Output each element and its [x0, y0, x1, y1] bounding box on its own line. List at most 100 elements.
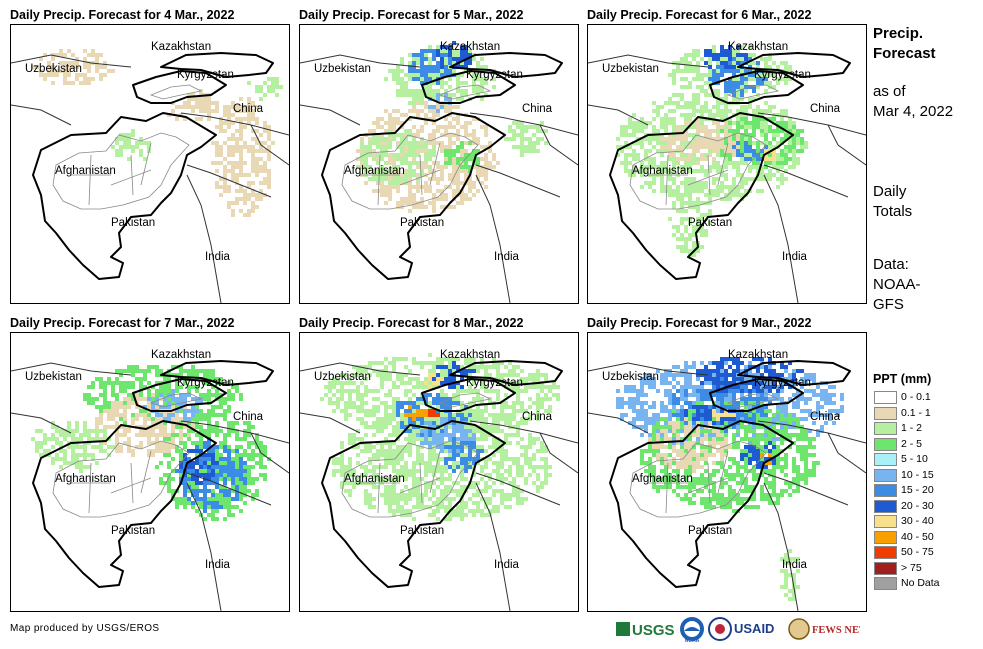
usaid-logo: USAID [708, 614, 788, 644]
map-label-kyrgyzstan: Kyrgyzstan [177, 69, 234, 81]
map-label-kazakhstan: Kazakhstan [728, 349, 789, 361]
map-label-kyrgyzstan: Kyrgyzstan [466, 377, 523, 389]
map-label-pakistan: Pakistan [400, 525, 445, 537]
panel-title: Daily Precip. Forecast for 8 Mar., 2022 [299, 316, 524, 330]
province-boundaries [341, 440, 479, 518]
panel-title: Daily Precip. Forecast for 4 Mar., 2022 [10, 8, 235, 22]
map-label-china: China [810, 411, 841, 423]
data-line3: GFS [873, 296, 904, 313]
map-label-india: India [205, 559, 230, 571]
province-boundaries [438, 392, 492, 408]
legend-swatch [874, 561, 897, 575]
map-label-uzbekistan: Uzbekistan [602, 371, 659, 383]
legend-swatch [874, 546, 897, 559]
region-border [737, 52, 851, 78]
map-credit: Map produced by USGS/EROS [10, 623, 160, 634]
legend-swatch [874, 530, 897, 544]
legend-swatch [874, 499, 897, 513]
province-boundaries [52, 440, 190, 518]
legend-label: 20 - 30 [901, 499, 934, 512]
legend-swatch [874, 577, 897, 590]
region-border [160, 360, 274, 386]
region-border [321, 112, 506, 280]
panel-title: Daily Precip. Forecast for 9 Mar., 2022 [587, 316, 812, 330]
region-border [421, 70, 516, 104]
map-label-china: China [233, 411, 264, 423]
totals-line2: Totals [873, 203, 913, 220]
legend-label: 5 - 10 [901, 453, 928, 465]
precip-map [588, 45, 866, 303]
region-border [421, 378, 516, 412]
region-border [709, 378, 804, 412]
legend-label: 0 - 0.1 [901, 391, 931, 403]
data-line2: NOAA- [873, 276, 921, 293]
map-label-afghanistan: Afghanistan [632, 473, 693, 485]
panel-title: Daily Precip. Forecast for 6 Mar., 2022 [587, 8, 812, 22]
map-label-uzbekistan: Uzbekistan [25, 63, 82, 75]
region-border [737, 360, 851, 386]
sidebar-data-source: Data: NOAA- GFS [873, 255, 921, 315]
province-boundaries [726, 84, 780, 100]
map-panel-2: Kazakhstan Uzbekistan Kyrgyzstan China Afgha… [299, 24, 579, 304]
map-label-india: India [205, 251, 230, 263]
province-boundaries [149, 392, 203, 408]
totals-line1: Daily [873, 183, 907, 200]
precip-map [11, 49, 289, 303]
legend-swatch [874, 468, 897, 482]
precip-field [616, 357, 844, 601]
legend-title: PPT (mm) [873, 372, 932, 386]
precip-field [320, 353, 560, 521]
legend-label: 2 - 5 [901, 437, 923, 450]
precip-field [31, 365, 271, 521]
province-boundaries [52, 132, 190, 210]
map-label-afghanistan: Afghanistan [344, 165, 405, 177]
country-borders [588, 54, 866, 303]
region-border [132, 70, 227, 104]
region-border [609, 420, 794, 588]
legend-label: 10 - 15 [901, 468, 934, 481]
map-label-uzbekistan: Uzbekistan [602, 63, 659, 75]
map-label-kyrgyzstan: Kyrgyzstan [466, 69, 523, 81]
sidebar-title-line1: Precip. [873, 25, 924, 42]
map-label-uzbekistan: Uzbekistan [25, 371, 82, 383]
usgs-logo: USGS [616, 614, 676, 644]
panel-title: Daily Precip. Forecast for 7 Mar., 2022 [10, 316, 235, 330]
panel-title: Daily Precip. Forecast for 5 Mar., 2022 [299, 8, 524, 22]
legend-label: 50 - 75 [901, 546, 934, 558]
province-boundaries [629, 132, 767, 210]
country-borders [300, 362, 578, 611]
map-label-afghanistan: Afghanistan [344, 473, 405, 485]
legend-swatch [874, 453, 897, 466]
precip-map [588, 357, 866, 611]
map-label-india: India [494, 251, 519, 263]
region-border [32, 420, 217, 588]
map-label-afghanistan: Afghanistan [632, 165, 693, 177]
sidebar-title-line2: Forecast [873, 45, 936, 62]
sidebar-totals: Daily Totals [873, 182, 912, 222]
map-label-china: China [522, 411, 553, 423]
province-boundaries [341, 132, 479, 210]
asof-line2: Mar 4, 2022 [873, 103, 954, 120]
precip-field [31, 49, 283, 217]
precip-map [11, 360, 289, 611]
map-label-kazakhstan: Kazakhstan [440, 349, 501, 361]
region-border [709, 70, 804, 104]
map-label-pakistan: Pakistan [688, 217, 733, 229]
map-label-china: China [233, 103, 264, 115]
map-label-afghanistan: Afghanistan [55, 473, 116, 485]
map-label-kazakhstan: Kazakhstan [440, 41, 501, 53]
map-label-pakistan: Pakistan [111, 217, 156, 229]
province-boundaries [629, 440, 767, 518]
data-line1: Data: [873, 256, 909, 273]
map-label-uzbekistan: Uzbekistan [314, 63, 371, 75]
legend-label: No Data [901, 577, 940, 589]
sidebar-title: Precip. Forecast [873, 24, 936, 64]
country-borders [11, 54, 289, 303]
legend-swatch [874, 484, 897, 497]
noaa-logo: NOAA [678, 614, 706, 644]
map-label-kyrgyzstan: Kyrgyzstan [177, 377, 234, 389]
province-boundaries [438, 84, 492, 100]
legend-label: 1 - 2 [901, 422, 923, 434]
legend-label: 0.1 - 1 [901, 406, 931, 419]
map-label-india: India [494, 559, 519, 571]
